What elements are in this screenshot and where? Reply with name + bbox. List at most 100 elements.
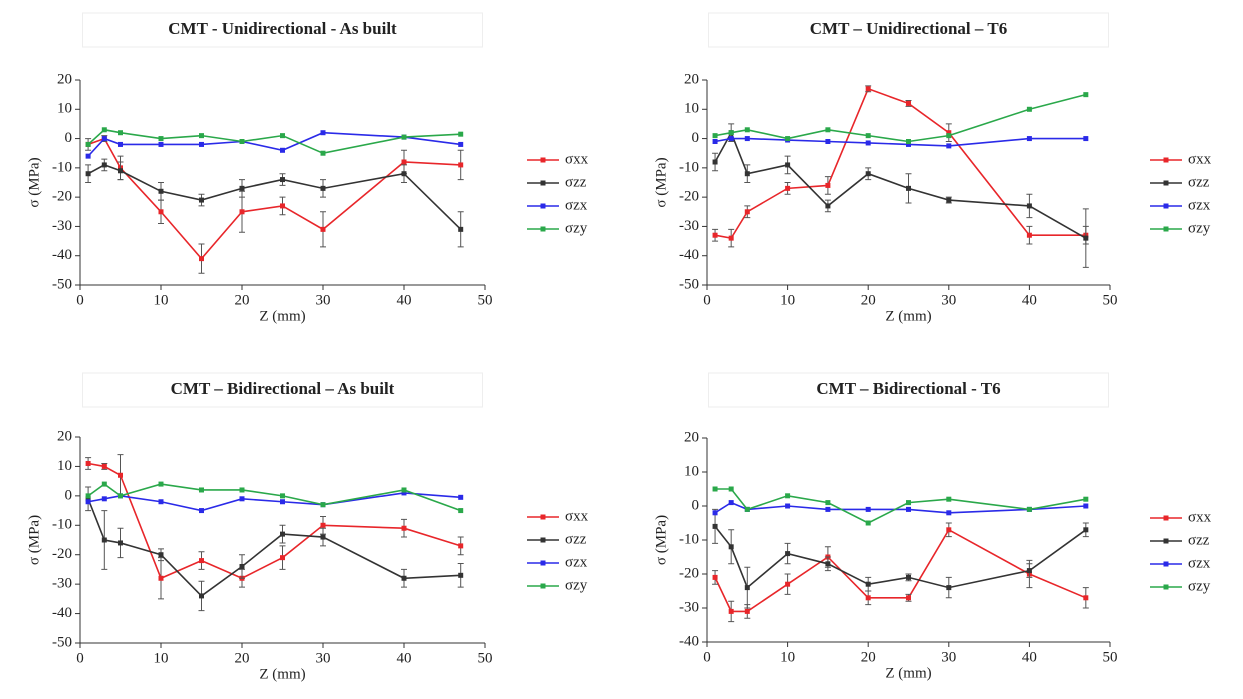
x-axis-label: Z (mm) [885, 665, 931, 681]
marker [320, 522, 326, 528]
marker [906, 500, 911, 506]
series-line [87, 462, 461, 580]
marker [101, 537, 107, 543]
y-tick-label: -10 [52, 517, 72, 533]
marker [785, 136, 791, 142]
y-axis-label: σ (MPa) [653, 515, 669, 565]
marker [906, 574, 911, 580]
marker [158, 209, 164, 215]
marker [946, 130, 952, 136]
marker [1083, 503, 1089, 509]
marker [712, 133, 718, 139]
marker [906, 506, 911, 512]
marker [401, 134, 407, 140]
marker [401, 159, 407, 165]
marker [320, 502, 326, 508]
x-tick-label: 50 [1103, 649, 1118, 665]
marker [280, 555, 285, 561]
marker [101, 162, 107, 168]
y-tick-label: 0 [65, 487, 73, 503]
marker [744, 209, 750, 215]
legend-marker [1163, 203, 1169, 209]
marker [320, 150, 326, 156]
marker [401, 171, 407, 177]
marker [101, 127, 107, 133]
legend-marker [540, 537, 546, 543]
title-box [708, 372, 1109, 408]
marker [946, 143, 952, 149]
marker [906, 139, 911, 144]
y-tick-label: -50 [679, 276, 699, 292]
x-axis-label: Z (mm) [885, 308, 931, 324]
marker [728, 235, 734, 241]
marker [239, 139, 245, 144]
legend-label: σzx [565, 197, 588, 213]
x-tick-label: 0 [703, 649, 711, 665]
marker [865, 506, 871, 512]
y-tick-label: -30 [679, 218, 699, 234]
legend-label: σzx [1188, 197, 1211, 213]
legend-label: σzy [565, 577, 588, 593]
marker [158, 499, 164, 505]
x-tick-label: 50 [1103, 292, 1118, 308]
series-line [714, 137, 1086, 147]
marker [239, 185, 245, 191]
chart-title: CMT – Bidirectional – As built [171, 379, 395, 398]
marker [280, 499, 285, 505]
marker [101, 496, 107, 502]
marker [1026, 568, 1032, 574]
marker [85, 460, 91, 466]
legend-marker [1163, 538, 1169, 544]
marker [865, 171, 871, 177]
marker [865, 86, 871, 92]
marker [728, 608, 734, 614]
marker [280, 133, 285, 139]
legend-label: σxx [565, 151, 589, 167]
marker [85, 153, 91, 159]
marker [825, 500, 831, 506]
marker [946, 496, 952, 502]
marker [906, 595, 911, 601]
marker [458, 226, 464, 232]
marker [101, 136, 107, 142]
marker [158, 188, 164, 194]
marker [906, 100, 911, 106]
marker [401, 490, 407, 496]
marker [712, 574, 718, 580]
x-tick-label: 0 [703, 292, 711, 308]
legend-label: σzy [1188, 578, 1211, 594]
marker [712, 486, 718, 492]
marker [712, 139, 718, 144]
marker [199, 558, 204, 564]
marker [401, 575, 407, 581]
y-tick-label: 10 [684, 463, 699, 479]
marker [712, 159, 718, 165]
marker [865, 595, 871, 601]
marker [280, 147, 285, 153]
x-tick-label: 20 [235, 650, 250, 666]
y-tick-label: -50 [52, 276, 72, 292]
x-tick-label: 50 [478, 650, 493, 666]
y-tick-label: -30 [679, 599, 699, 615]
marker [199, 141, 204, 147]
legend-marker [540, 180, 546, 186]
marker [458, 572, 464, 578]
x-tick-label: 30 [316, 292, 331, 308]
y-tick-label: 20 [57, 71, 72, 87]
marker [458, 131, 464, 137]
x-axis-label: Z (mm) [259, 666, 305, 682]
chart-title: CMT – Bidirectional - T6 [816, 379, 1000, 398]
title-box [82, 12, 483, 48]
marker [458, 162, 464, 168]
marker [728, 486, 734, 492]
marker [458, 141, 464, 147]
marker [1026, 136, 1032, 142]
marker [199, 593, 204, 599]
legend-label: σzz [1188, 174, 1210, 190]
marker [946, 510, 952, 516]
y-tick-label: -10 [679, 531, 699, 547]
x-tick-label: 10 [780, 292, 795, 308]
legend-marker [1163, 561, 1169, 567]
marker [744, 171, 750, 177]
